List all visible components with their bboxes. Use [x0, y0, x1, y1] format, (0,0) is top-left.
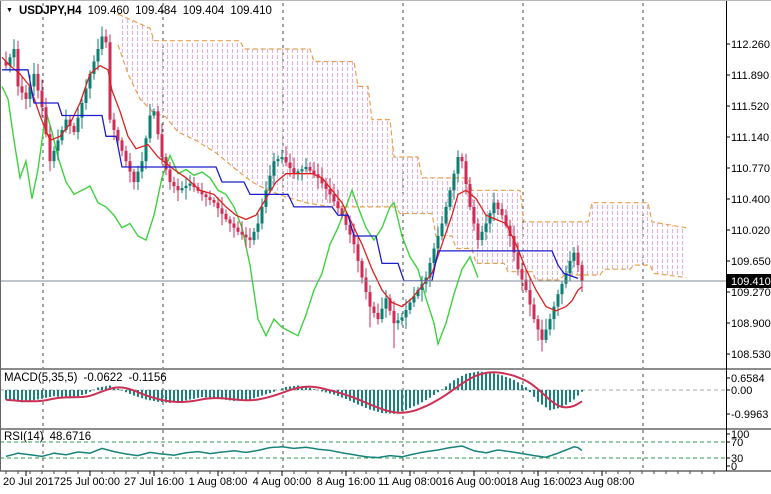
macd-histogram [5, 371, 583, 414]
current-price-box: 109.410 [727, 274, 771, 288]
rsi-panel [0, 441, 726, 459]
svg-text:112.260: 112.260 [731, 39, 770, 51]
svg-text:4 Aug 00:00: 4 Aug 00:00 [253, 476, 312, 488]
svg-text:110.400: 110.400 [731, 194, 770, 206]
svg-text:70: 70 [731, 437, 743, 449]
svg-text:111.520: 111.520 [731, 101, 769, 113]
svg-text:16 Aug 00:00: 16 Aug 00:00 [442, 476, 507, 488]
svg-text:11 Aug 08:00: 11 Aug 08:00 [378, 476, 442, 488]
ohlc-open: 109.460 [87, 5, 130, 17]
svg-text:110.770: 110.770 [731, 163, 770, 175]
macd-main-value: -0.0622 [83, 372, 123, 384]
svg-text:109.270: 109.270 [731, 287, 771, 299]
svg-text:23 Aug 08:00: 23 Aug 08:00 [570, 476, 635, 488]
svg-text:-0.9963: -0.9963 [731, 409, 768, 421]
svg-text:108.900: 108.900 [731, 318, 771, 330]
rsi-name: RSI(14) [4, 431, 44, 443]
ohlc-low: 109.404 [182, 5, 225, 17]
svg-text:111.140: 111.140 [731, 132, 769, 144]
rsi-curve [5, 445, 583, 459]
rsi-header: RSI(14) 48.6716 [4, 431, 91, 443]
svg-text:27 Jul 16:00: 27 Jul 16:00 [124, 476, 184, 488]
symbol-period: USDJPY,H4 [18, 5, 82, 17]
svg-text:20 Jul 2017: 20 Jul 2017 [3, 476, 60, 488]
svg-text:111.890: 111.890 [731, 70, 769, 82]
svg-text:30: 30 [731, 453, 743, 465]
svg-text:109.410: 109.410 [731, 276, 771, 288]
svg-text:109.650: 109.650 [731, 256, 771, 268]
ohlc-high: 109.484 [135, 5, 177, 17]
svg-text:100: 100 [731, 429, 749, 441]
ichimoku-cloud [117, 13, 687, 281]
svg-text:1 Aug 08:00: 1 Aug 08:00 [189, 476, 248, 488]
macd-panel [0, 371, 726, 414]
macd-signal-value: -0.1156 [128, 372, 167, 384]
svg-text:25 Jul 00:00: 25 Jul 00:00 [60, 476, 120, 488]
price-scale[interactable]: 112.260 111.890 111.520 111.140 110.770 110.4… [726, 39, 771, 361]
chikou-span-line [1, 86, 479, 347]
svg-text:110.020: 110.020 [731, 225, 770, 237]
svg-text:0.6584: 0.6584 [731, 373, 765, 385]
ohlc-close: 109.410 [230, 5, 272, 17]
rsi-value: 48.6716 [49, 431, 92, 443]
svg-text:18 Aug 16:00: 18 Aug 16:00 [506, 476, 571, 488]
svg-text:0: 0 [731, 461, 737, 473]
svg-text:108.530: 108.530 [731, 349, 771, 361]
macd-name: MACD(5,35,5) [4, 372, 78, 384]
panel-borders [0, 1, 771, 472]
macd-header: MACD(5,35,5) -0.0622 -0.1156 [4, 372, 167, 384]
symbol-dropdown-icon[interactable]: ▼ [6, 7, 13, 14]
chart-title: ▼ USDJPY,H4 109.460 109.484 109.404 109.410 [6, 5, 272, 17]
svg-text:8 Aug 16:00: 8 Aug 16:00 [317, 476, 376, 488]
macd-signal-line [5, 371, 583, 414]
tenkan-sen-line [1, 56, 583, 312]
kijun-sen-line [2, 69, 579, 282]
svg-text:0.00: 0.00 [731, 385, 752, 397]
time-scale[interactable]: 20 Jul 2017 25 Jul 00:00 27 Jul 16:00 1 Aug… [3, 471, 715, 488]
